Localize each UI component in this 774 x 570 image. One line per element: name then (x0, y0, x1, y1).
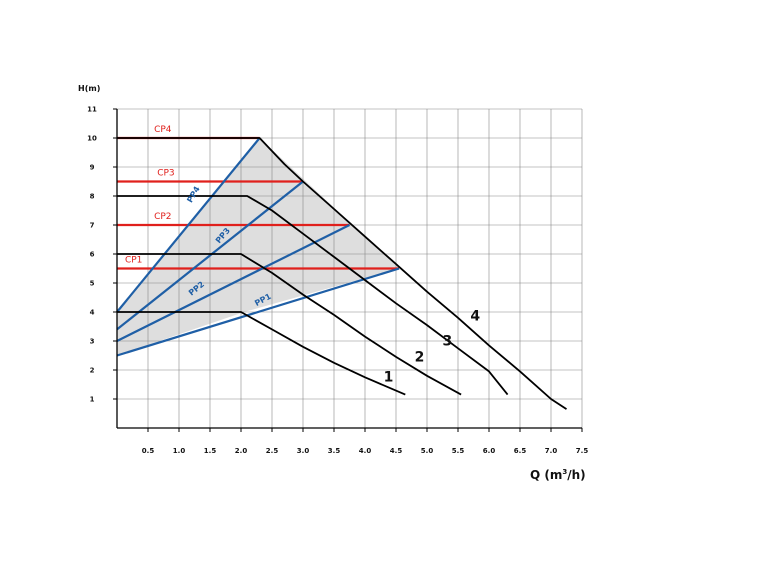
speed-curve-label-4: 4 (470, 309, 480, 325)
x-tick-label: 4.0 (359, 447, 372, 455)
proportional-label-pp4: PP4 (185, 184, 202, 204)
tick-labels: 0.5 1.0 1.5 2.0 2.5 3.0 3.5 4.0 4.5 5.0 5.5 6.0 6.5 7… (87, 106, 588, 456)
speed-curve-4 (117, 137, 567, 410)
x-tick-label: 7.5 (576, 447, 589, 455)
x-tick-label: 5.5 (452, 447, 465, 455)
x-axis-title-tail: /h) (567, 468, 585, 482)
y-tick-label: 4 (90, 309, 95, 317)
proportional-line-pp1 (116, 267, 400, 357)
proportional-line-pp3 (116, 180, 304, 331)
operating-region-area (117, 138, 400, 356)
y-tick-label: 7 (90, 222, 95, 230)
x-axis-title-main: Q (m (530, 468, 562, 482)
y-tick-label: 6 (90, 251, 95, 259)
proportional-line-pp2 (116, 224, 350, 342)
x-tick-label: 2.0 (235, 447, 248, 455)
x-tick-label: 7.0 (545, 447, 558, 455)
y-tick-label: 1 (90, 396, 95, 404)
constant-label-cp4: CP4 (154, 125, 172, 135)
x-tick-label: 1.5 (204, 447, 217, 455)
speed-curve-label-2: 2 (415, 349, 425, 365)
x-tick-label: 5.0 (421, 447, 434, 455)
speed-curves (117, 137, 567, 410)
speed-curve-label-3: 3 (443, 333, 453, 349)
y-tick-label: 5 (90, 280, 95, 288)
proportional-line-pp4 (116, 137, 261, 313)
x-tick-label: 4.5 (390, 447, 403, 455)
y-tick-label: 10 (87, 135, 97, 143)
constant-label-cp3: CP3 (157, 169, 174, 179)
x-axis-title-sup: 3 (562, 468, 567, 476)
constant-label-cp1: CP1 (125, 256, 142, 266)
y-axis-title: H(m) (78, 84, 100, 93)
proportional-pressure-lines (116, 137, 400, 357)
y-tick-label: 2 (90, 367, 95, 375)
y-tick-label: 3 (90, 338, 95, 346)
x-tick-label: 1.0 (173, 447, 186, 455)
x-tick-label: 3.0 (297, 447, 310, 455)
y-tick-label: 11 (87, 106, 97, 114)
speed-curve-3 (117, 195, 509, 396)
speed-curve-label-1: 1 (384, 370, 394, 386)
y-tick-label: 8 (90, 193, 95, 201)
speed-curve-1 (117, 311, 406, 396)
y-tick-label: 9 (90, 164, 95, 172)
x-tick-label: 6.0 (483, 447, 496, 455)
axes (113, 108, 583, 432)
x-tick-label: 6.5 (514, 447, 527, 455)
x-tick-label: 2.5 (266, 447, 279, 455)
speed-curve-2 (117, 253, 462, 396)
x-tick-label: 0.5 (142, 447, 155, 455)
operating-region (117, 138, 400, 356)
x-axis-title: Q (m3/h) (530, 468, 586, 482)
x-tick-label: 3.5 (328, 447, 341, 455)
constant-label-cp2: CP2 (154, 212, 171, 222)
